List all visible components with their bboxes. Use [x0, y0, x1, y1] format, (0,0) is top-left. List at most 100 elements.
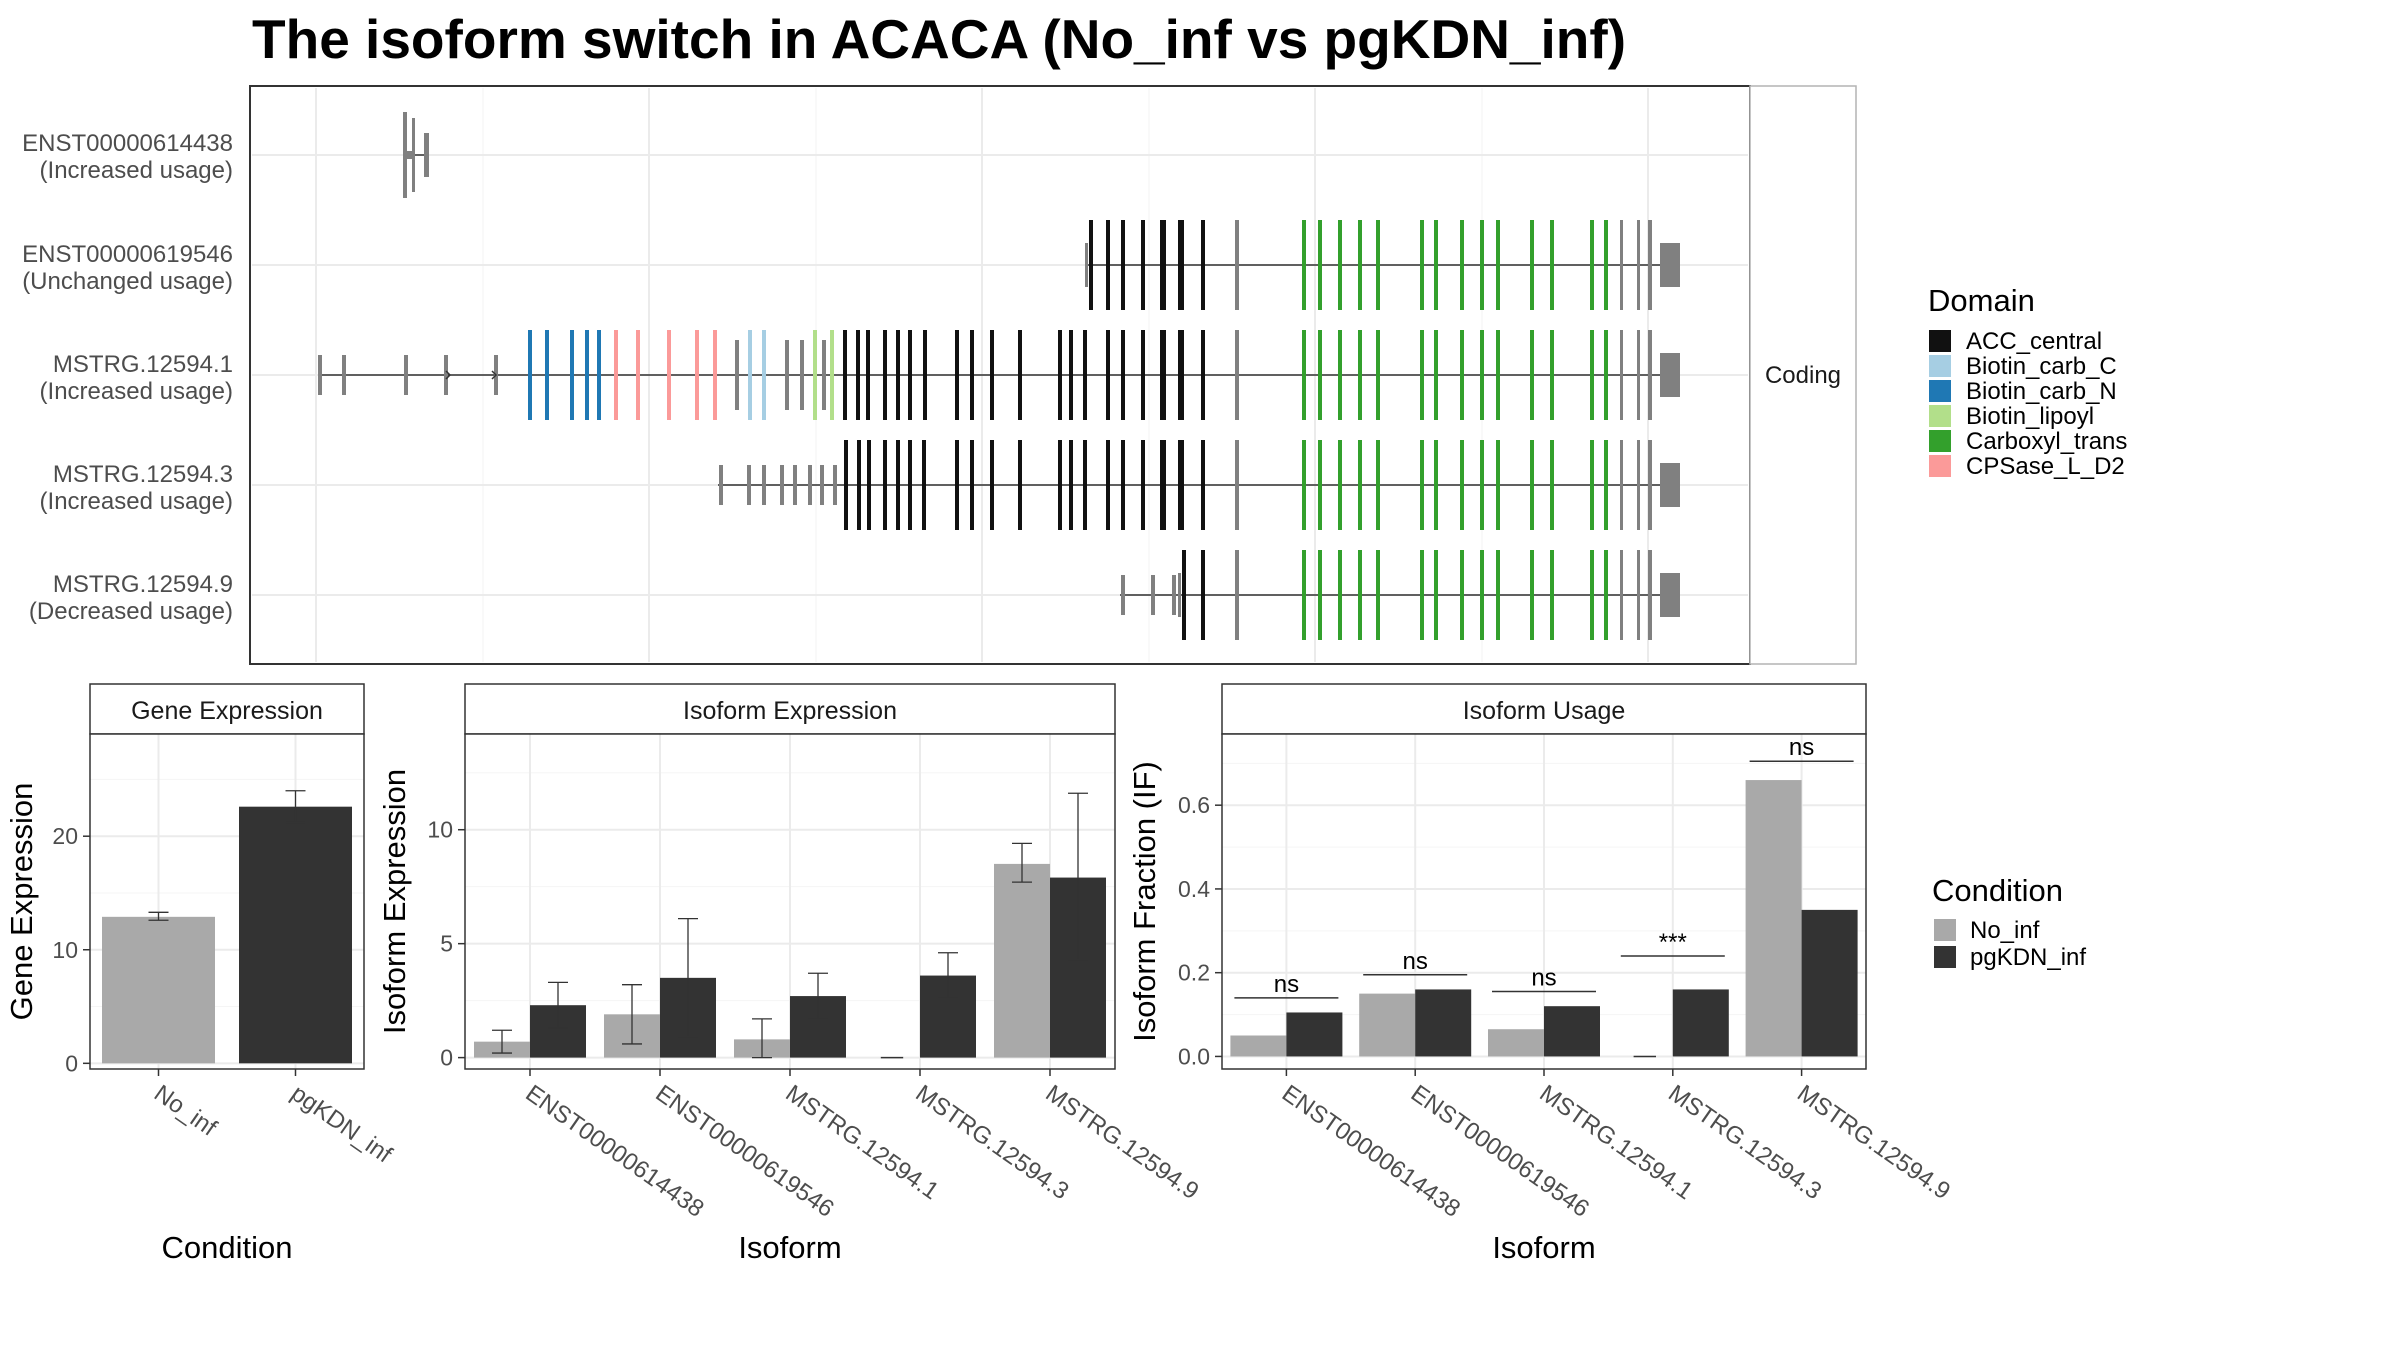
exon-domain-acc-central — [1141, 330, 1145, 420]
exon-domain-biotin-carb-n — [528, 330, 532, 420]
direction-chevron — [491, 370, 498, 380]
exon-domain-carboxyl-trans — [1434, 440, 1438, 530]
bar-no-inf — [102, 916, 215, 1064]
exon-domain-carboxyl-trans — [1376, 330, 1380, 420]
exon-domain-carboxyl-trans — [1376, 220, 1380, 310]
exon-domain-acc-central — [1069, 440, 1073, 530]
x-axis-title: Isoform — [738, 1230, 841, 1265]
exon-domain-carboxyl-trans — [1550, 550, 1554, 640]
y-tick-label: 0.6 — [1178, 792, 1210, 818]
bar-enst00000614438 — [1286, 1012, 1343, 1057]
exon-coding-no-domain — [1620, 440, 1623, 530]
bar-mstrg-12594-9 — [1745, 780, 1802, 1057]
significance-label: ns — [1531, 965, 1556, 992]
exon-domain-acc-central — [857, 440, 861, 530]
exon-domain-carboxyl-trans — [1460, 330, 1464, 420]
exon-domain-carboxyl-trans — [1318, 220, 1322, 310]
exon-domain-carboxyl-trans — [1590, 330, 1594, 420]
transcript-structure-panel: Coding ENST00000614438 (Increased usage)… — [22, 85, 1857, 665]
exon-utr-3prime — [1660, 353, 1680, 397]
figure-title: The isoform switch in ACACA (No_inf vs p… — [252, 8, 1626, 70]
exon-domain-carboxyl-trans — [1480, 440, 1484, 530]
bar-mstrg-12594-9 — [1801, 909, 1858, 1057]
exon-utr — [404, 355, 408, 395]
significance-label: *** — [1659, 929, 1687, 956]
panel-strip-title: Isoform Expression — [683, 697, 897, 725]
exon-domain-acc-central — [1106, 330, 1110, 420]
domain-label-biotin-carb-c: Biotin_carb_C — [1966, 353, 2117, 380]
exon-coding-no-domain — [1648, 220, 1652, 310]
transcript-track-mstrg-12594-1 — [318, 330, 1680, 420]
exon-domain-acc-central — [922, 440, 926, 530]
significance-label: ns — [1274, 971, 1299, 998]
y-tick-label: 0.2 — [1178, 960, 1210, 986]
isoform-usage-panel: Isoform Usagensnsns***ns0.00.20.40.6ENST… — [1127, 683, 1955, 1265]
exon-utr — [1151, 575, 1155, 615]
exon-domain-carboxyl-trans — [1376, 440, 1380, 530]
exon-domain-carboxyl-trans — [1358, 550, 1362, 640]
y-tick-label: 0.0 — [1178, 1043, 1210, 1069]
condition-label-pgkdn-inf: pgKDN_inf — [1970, 944, 2086, 971]
exon-domain-acc-central — [1121, 440, 1125, 530]
condition-swatch-no-inf — [1934, 919, 1956, 941]
exon-coding-no-domain — [1235, 220, 1239, 310]
exon-domain-acc-central — [1160, 330, 1166, 420]
exon-utr — [1172, 575, 1176, 615]
panel-strip-title: Gene Expression — [131, 697, 323, 725]
exon-domain-carboxyl-trans — [1318, 440, 1322, 530]
exon-domain-carboxyl-trans — [1420, 220, 1424, 310]
exon-coding-no-domain — [1620, 330, 1623, 420]
exon-domain-carboxyl-trans — [1338, 550, 1342, 640]
exon-domain-acc-central — [1201, 330, 1205, 420]
exon-domain-carboxyl-trans — [1604, 220, 1608, 310]
exon-domain-acc-central — [1201, 550, 1205, 640]
transcript-label-id: MSTRG.12594.1 — [53, 351, 233, 378]
domain-legend-title: Domain — [1928, 283, 2035, 318]
panel-strip — [464, 683, 1116, 735]
transcript-label-id: MSTRG.12594.9 — [53, 571, 233, 598]
transcript-label-status: (Decreased usage) — [29, 598, 233, 625]
exon-domain-carboxyl-trans — [1550, 220, 1554, 310]
transcript-labels: ENST00000614438 (Increased usage) ENST00… — [22, 130, 233, 625]
exon-domain-acc-central — [970, 330, 974, 420]
exon-utr — [424, 133, 429, 177]
exon-domain-acc-central — [883, 440, 887, 530]
exon-domain-acc-central — [844, 440, 848, 530]
exon-domain-acc-central — [990, 440, 994, 530]
x-axis-title: Condition — [162, 1230, 293, 1265]
y-tick-label: 0 — [440, 1045, 453, 1071]
exon-domain-acc-central — [908, 330, 912, 420]
significance-label: ns — [1789, 734, 1814, 761]
exon-domain-acc-central — [955, 330, 959, 420]
exon-domain-carboxyl-trans — [1496, 440, 1500, 530]
exon-domain-carboxyl-trans — [1460, 440, 1464, 530]
transcript-label-status: (Increased usage) — [40, 378, 233, 405]
exon-domain-biotin-carb-n — [585, 330, 589, 420]
exon-domain-cpsase-l-d2 — [667, 330, 671, 420]
exon-domain-carboxyl-trans — [1604, 550, 1608, 640]
exon-domain-carboxyl-trans — [1420, 440, 1424, 530]
exon-coding-no-domain — [735, 340, 739, 410]
transcript-label-id: ENST00000614438 — [22, 130, 233, 157]
exon-domain-carboxyl-trans — [1480, 330, 1484, 420]
series-no-inf — [1230, 780, 1802, 1058]
exon-domain-carboxyl-trans — [1376, 550, 1380, 640]
exon-domain-carboxyl-trans — [1550, 330, 1554, 420]
exon-domain-acc-central — [955, 440, 959, 530]
domain-swatch-biotin-carb-c — [1929, 355, 1951, 377]
domain-swatch-cpsase-l-d2 — [1929, 455, 1951, 477]
exon-utr-3prime — [1660, 243, 1680, 287]
exon-domain-carboxyl-trans — [1590, 220, 1594, 310]
exon-utr — [1085, 243, 1088, 287]
y-axis-title: Gene Expression — [4, 783, 39, 1021]
exon-domain-carboxyl-trans — [1420, 550, 1424, 640]
exon-domain-acc-central — [1182, 550, 1186, 640]
exon-domain-biotin-carb-n — [545, 330, 549, 420]
exon-coding-no-domain — [1235, 440, 1239, 530]
exon-domain-carboxyl-trans — [1496, 330, 1500, 420]
exon-domain-acc-central — [1178, 440, 1184, 530]
exon-coding-no-domain — [1235, 550, 1239, 640]
exon-coding-no-domain — [1235, 330, 1239, 420]
direction-chevron — [445, 370, 452, 380]
exon-domain-acc-central — [896, 330, 900, 420]
